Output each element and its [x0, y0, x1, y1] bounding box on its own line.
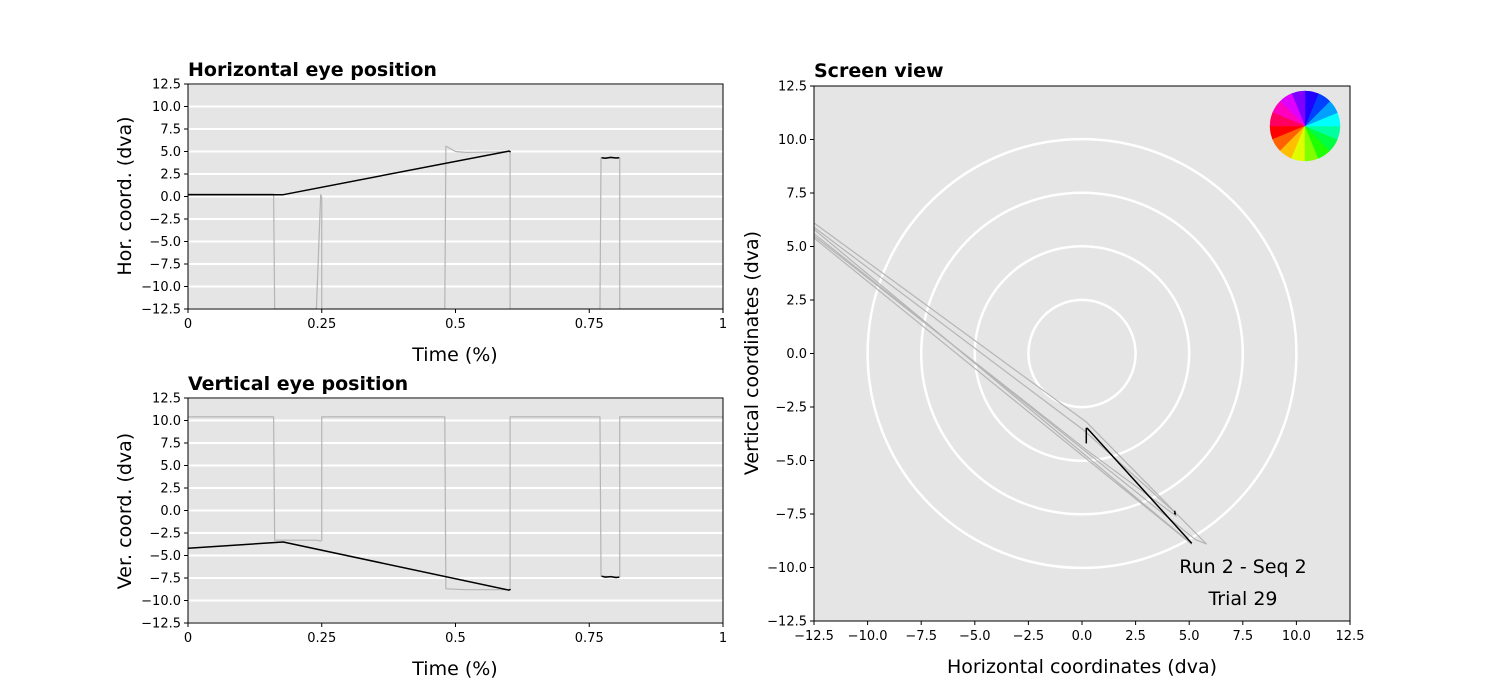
y-tick-label: −10.0	[141, 280, 181, 295]
tick-labels: −12.5 −10.0 −7.5 −5.0 −2.5 0.0 2.5 5.0 7.5 10.0 12…	[767, 80, 1364, 645]
x-tick-label: 0.5	[445, 317, 466, 332]
screen-view-panel: Screen view −12.5 −10.0 −7.5 −5.0 −2.5 0.0 2.5…	[741, 60, 1364, 678]
x-tick-label: 0.0	[1072, 629, 1093, 644]
panel-title: Screen view	[814, 60, 944, 82]
y-tick-label: 0.0	[160, 504, 181, 519]
y-tick-label: 7.5	[786, 187, 807, 202]
target-ring	[866, 137, 1298, 570]
plot-area	[814, 86, 1350, 621]
y-tick-label: −7.5	[775, 508, 807, 523]
y-tick-label: −12.5	[767, 615, 807, 630]
y-tick-label: 2.5	[786, 294, 807, 309]
y-tick-label: 12.5	[152, 78, 181, 93]
y-tick-label: 2.5	[160, 482, 181, 497]
vertical-eye-position-panel: Vertical eye position 0 0.25 0.5 0.75 1 −12.5…	[114, 373, 727, 680]
x-axis-label: Time (%)	[411, 344, 497, 366]
fixation-trace-line	[601, 575, 620, 579]
x-tick-label: 0.25	[307, 317, 336, 332]
x-tick-label: −2.5	[1013, 629, 1045, 644]
color-wheel-slice	[1269, 112, 1306, 127]
x-tick-label: −5.0	[959, 629, 991, 644]
color-wheel-icon	[1269, 90, 1341, 162]
x-tick-label: 10.0	[1282, 629, 1311, 644]
y-tick-label: 2.5	[160, 168, 181, 183]
run-seq-annotation: Run 2 - Seq 2	[1179, 556, 1306, 578]
target-ring	[919, 191, 1245, 516]
y-tick-label: 12.5	[152, 392, 181, 407]
fixation-trace-line	[601, 156, 620, 159]
target-ring	[973, 245, 1191, 462]
y-tick-label: −7.5	[149, 258, 181, 273]
y-axis-label: Ver. coord. (dva)	[114, 433, 136, 589]
y-tick-label: −5.0	[775, 454, 807, 469]
x-tick-label: 0.75	[575, 317, 604, 332]
panel-title: Horizontal eye position	[188, 59, 437, 81]
y-tick-label: −2.5	[775, 401, 807, 416]
y-tick-label: −7.5	[149, 572, 181, 587]
tick-labels: 0 0.25 0.5 0.75 1 −12.5 −10.0 −7.5 −5.0 −2.5 0.0 2.…	[141, 78, 727, 333]
fixation-trace-line	[1173, 510, 1177, 515]
x-tick-label: 0	[184, 317, 192, 332]
raw-trace-line	[814, 222, 1207, 545]
fixation-trace-line	[188, 541, 511, 591]
y-tick-label: −12.5	[141, 617, 181, 632]
x-tick-label: −10.0	[848, 629, 888, 644]
raw-trace-line	[814, 228, 1192, 545]
y-axis-label: Vertical coordinates (dva)	[741, 231, 763, 475]
y-tick-label: 7.5	[160, 123, 181, 138]
y-tick-label: 12.5	[778, 80, 807, 95]
horizontal-eye-position-panel: Horizontal eye position 0 0.25 0.5 0.75 1 −12…	[114, 59, 727, 366]
x-tick-label: 5.0	[1179, 629, 1200, 644]
y-tick-label: 0.0	[786, 347, 807, 362]
x-tick-label: −7.5	[905, 629, 937, 644]
target-ring	[1027, 298, 1137, 409]
x-tick-label: 0	[184, 631, 192, 646]
series-group	[188, 416, 723, 591]
x-tick-label: 12.5	[1336, 629, 1365, 644]
series-group	[188, 145, 723, 309]
x-tick-label: 2.5	[1125, 629, 1146, 644]
x-tick-label: −12.5	[794, 629, 834, 644]
y-axis-label: Hor. coord. (dva)	[114, 116, 136, 275]
trial-annotation: Trial 29	[1207, 588, 1277, 610]
y-tick-label: −5.0	[149, 549, 181, 564]
y-tick-label: 10.0	[778, 133, 807, 148]
y-tick-label: −10.0	[141, 594, 181, 609]
x-tick-label: 1	[719, 317, 727, 332]
fixation-trace-line	[1085, 427, 1193, 544]
x-tick-label: 7.5	[1232, 629, 1253, 644]
panel-title: Vertical eye position	[188, 373, 408, 395]
y-tick-label: −2.5	[149, 527, 181, 542]
fixation-trace-line	[188, 150, 511, 196]
y-tick-label: 5.0	[786, 240, 807, 255]
y-tick-label: −2.5	[149, 213, 181, 228]
x-axis-label: Time (%)	[411, 658, 497, 680]
y-tick-label: −5.0	[149, 235, 181, 250]
x-tick-label: 0.75	[575, 631, 604, 646]
y-tick-label: 5.0	[160, 459, 181, 474]
target-rings	[866, 137, 1298, 570]
y-tick-label: 10.0	[152, 414, 181, 429]
x-tick-label: 0.5	[445, 631, 466, 646]
x-axis-label: Horizontal coordinates (dva)	[947, 656, 1217, 678]
series-group	[814, 222, 1207, 545]
y-tick-label: −12.5	[141, 303, 181, 318]
y-tick-label: 7.5	[160, 437, 181, 452]
x-tick-label: 1	[719, 631, 727, 646]
x-tick-label: 0.25	[307, 631, 336, 646]
y-tick-label: 0.0	[160, 190, 181, 205]
y-tick-label: 10.0	[152, 100, 181, 115]
y-tick-label: −10.0	[767, 561, 807, 576]
y-tick-label: 5.0	[160, 145, 181, 160]
tick-labels: 0 0.25 0.5 0.75 1 −12.5 −10.0 −7.5 −5.0 −2.5 0.0 2.…	[141, 392, 727, 647]
